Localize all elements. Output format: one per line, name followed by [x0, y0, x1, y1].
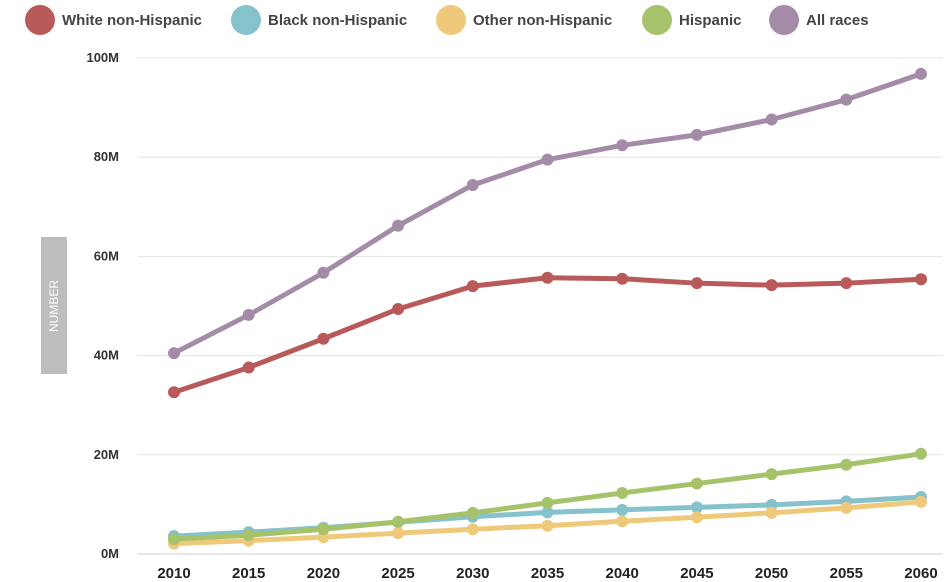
data-point[interactable] [168, 347, 180, 360]
legend-swatch[interactable] [231, 5, 261, 35]
x-tick-label: 2020 [307, 565, 340, 582]
data-point[interactable] [466, 523, 479, 536]
x-tick-label: 2045 [680, 565, 713, 582]
y-tick-label: 20M [94, 447, 119, 462]
data-point[interactable] [541, 271, 554, 284]
data-point[interactable] [616, 139, 629, 152]
y-axis-label-box [41, 237, 67, 374]
x-tick-label: 2035 [531, 565, 564, 582]
data-point[interactable] [840, 277, 853, 290]
data-point[interactable] [392, 527, 405, 540]
data-point[interactable] [915, 495, 927, 508]
data-point[interactable] [392, 515, 405, 528]
data-point[interactable] [168, 533, 180, 546]
data-point[interactable] [765, 506, 778, 519]
data-point[interactable] [242, 308, 255, 321]
data-point[interactable] [765, 113, 778, 126]
data-point[interactable] [765, 468, 778, 481]
data-point[interactable] [616, 486, 629, 499]
series-line [171, 71, 924, 356]
series-group [168, 447, 927, 546]
x-tick-label: 2010 [157, 565, 190, 582]
data-point[interactable] [840, 458, 853, 471]
legend-label[interactable]: Other non-Hispanic [473, 12, 612, 29]
series-group [168, 271, 927, 399]
data-point[interactable] [915, 273, 927, 286]
data-point[interactable] [541, 519, 554, 532]
data-point[interactable] [541, 153, 554, 166]
y-axis-ticks: 0M 20M 40M 60M 80M 100M [86, 50, 119, 561]
legend: White non-Hispanic Black non-Hispanic Othe… [25, 5, 869, 35]
data-point[interactable] [915, 67, 927, 80]
data-point[interactable] [690, 277, 703, 290]
y-tick-label: 80M [94, 149, 119, 164]
data-point[interactable] [466, 280, 479, 293]
data-point[interactable] [690, 501, 703, 514]
y-tick-label: 0M [101, 546, 119, 561]
data-point[interactable] [690, 511, 703, 524]
x-tick-label: 2025 [381, 565, 414, 582]
data-point[interactable] [392, 302, 405, 315]
legend-label[interactable]: White non-Hispanic [62, 12, 202, 29]
x-tick-label: 2040 [606, 565, 639, 582]
data-point[interactable] [616, 272, 629, 285]
data-point[interactable] [690, 128, 703, 141]
data-point[interactable] [690, 477, 703, 490]
data-point[interactable] [840, 93, 853, 106]
data-point[interactable] [317, 332, 330, 345]
data-point[interactable] [317, 523, 330, 536]
series-lines [168, 67, 927, 550]
data-point[interactable] [466, 178, 479, 191]
data-point[interactable] [840, 501, 853, 514]
y-tick-label: 40M [94, 348, 119, 363]
data-point[interactable] [242, 361, 255, 374]
data-point[interactable] [466, 506, 479, 519]
legend-swatch[interactable] [25, 5, 55, 35]
x-tick-label: 2060 [904, 565, 937, 582]
data-point[interactable] [541, 506, 554, 519]
x-tick-label: 2050 [755, 565, 788, 582]
data-point[interactable] [168, 386, 180, 399]
x-tick-label: 2055 [830, 565, 863, 582]
x-tick-label: 2030 [456, 565, 489, 582]
legend-label[interactable]: Black non-Hispanic [268, 12, 407, 29]
y-tick-label: 100M [86, 50, 119, 65]
data-point[interactable] [765, 279, 778, 292]
legend-swatch[interactable] [642, 5, 672, 35]
x-axis-ticks: 2010 2015 2020 2025 2030 2035 2040 2045 2050 2055… [157, 565, 937, 582]
data-point[interactable] [915, 447, 927, 460]
data-point[interactable] [392, 219, 405, 232]
data-point[interactable] [616, 515, 629, 528]
data-point[interactable] [541, 496, 554, 509]
data-point[interactable] [242, 529, 255, 542]
x-tick-label: 2015 [232, 565, 265, 582]
legend-swatch[interactable] [436, 5, 466, 35]
series-group [168, 67, 927, 360]
legend-label[interactable]: Hispanic [679, 12, 742, 29]
y-axis-label: NUMBER [41, 237, 67, 374]
y-tick-label: 60M [94, 248, 119, 263]
grid-lines [137, 57, 943, 555]
data-point[interactable] [317, 266, 330, 279]
y-axis-label-text: NUMBER [47, 280, 61, 332]
legend-label[interactable]: All races [806, 12, 869, 29]
legend-swatch[interactable] [769, 5, 799, 35]
data-point[interactable] [616, 503, 629, 516]
